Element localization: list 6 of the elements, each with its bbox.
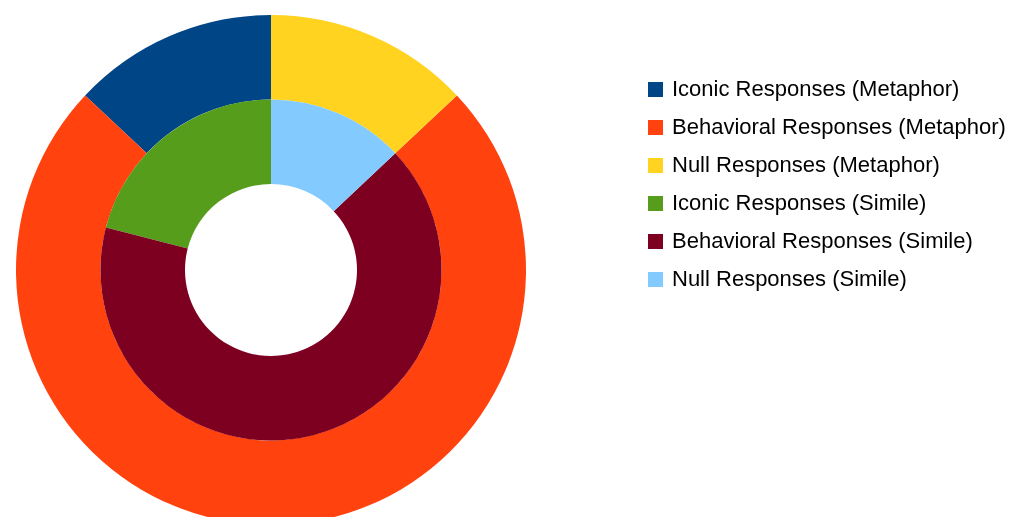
legend-label: Behavioral Responses (Metaphor) xyxy=(672,113,1007,141)
legend-label: Null Responses (Simile) xyxy=(672,265,908,293)
legend-label: Iconic Responses (Simile) xyxy=(672,189,928,217)
legend-label: Iconic Responses (Metaphor) xyxy=(672,75,961,103)
legend-label: Null Responses (Metaphor) xyxy=(672,151,941,179)
legend-label: Behavioral Responses (Simile) xyxy=(672,227,974,255)
